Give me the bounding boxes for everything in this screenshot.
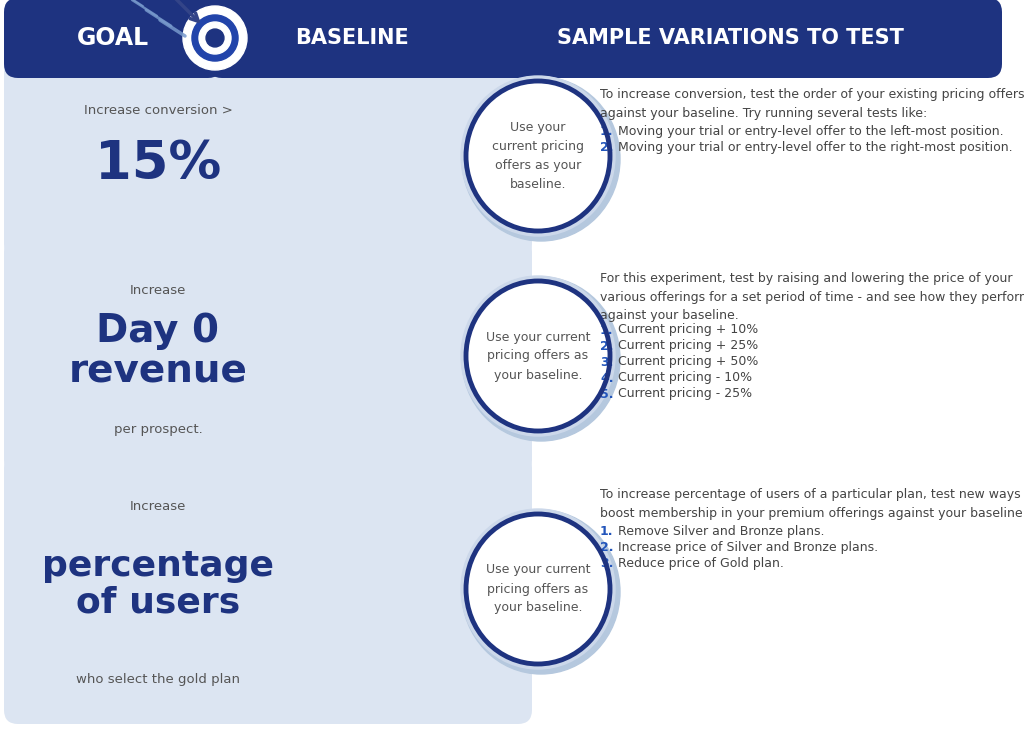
Text: 1.: 1. xyxy=(600,125,613,138)
Text: BASELINE: BASELINE xyxy=(295,28,409,48)
Text: Remove Silver and Bronze plans.: Remove Silver and Bronze plans. xyxy=(618,525,824,538)
Text: Increase: Increase xyxy=(130,499,186,512)
Ellipse shape xyxy=(462,510,620,674)
Text: Current pricing + 25%: Current pricing + 25% xyxy=(618,340,758,353)
Circle shape xyxy=(206,29,224,47)
Text: Increase: Increase xyxy=(130,283,186,296)
Text: SAMPLE VARIATIONS TO TEST: SAMPLE VARIATIONS TO TEST xyxy=(557,28,903,48)
Ellipse shape xyxy=(461,76,615,236)
Text: Current pricing + 10%: Current pricing + 10% xyxy=(618,324,758,337)
Polygon shape xyxy=(468,482,548,696)
Polygon shape xyxy=(468,266,548,446)
Ellipse shape xyxy=(466,514,610,664)
FancyBboxPatch shape xyxy=(4,54,532,258)
Text: Use your current
pricing offers as
your baseline.: Use your current pricing offers as your … xyxy=(485,331,590,381)
Text: Moving your trial or entry-level offer to the right-most position.: Moving your trial or entry-level offer t… xyxy=(618,141,1013,154)
Circle shape xyxy=(183,6,247,70)
Text: Use your
current pricing
offers as your
baseline.: Use your current pricing offers as your … xyxy=(492,121,584,191)
Text: per prospect.: per prospect. xyxy=(114,424,203,436)
Text: Current pricing + 50%: Current pricing + 50% xyxy=(618,356,759,368)
Text: Increase conversion >: Increase conversion > xyxy=(84,103,232,116)
Text: Reduce price of Gold plan.: Reduce price of Gold plan. xyxy=(618,557,784,570)
Ellipse shape xyxy=(461,276,615,436)
Text: 3.: 3. xyxy=(600,557,613,570)
Ellipse shape xyxy=(466,281,610,431)
Text: Day 0
revenue: Day 0 revenue xyxy=(69,312,248,390)
Ellipse shape xyxy=(462,277,620,441)
Text: 5.: 5. xyxy=(600,387,613,400)
Text: 2.: 2. xyxy=(600,541,613,554)
Text: Current pricing - 10%: Current pricing - 10% xyxy=(618,372,752,384)
Text: Current pricing - 25%: Current pricing - 25% xyxy=(618,387,752,400)
Text: 1.: 1. xyxy=(600,525,613,538)
Text: Increase price of Silver and Bronze plans.: Increase price of Silver and Bronze plan… xyxy=(618,541,879,554)
FancyBboxPatch shape xyxy=(208,0,1002,78)
Text: 2.: 2. xyxy=(600,141,613,154)
FancyBboxPatch shape xyxy=(4,0,222,78)
Polygon shape xyxy=(468,82,548,230)
Text: To increase percentage of users of a particular plan, test new ways to
boost mem: To increase percentage of users of a par… xyxy=(600,488,1024,520)
Circle shape xyxy=(179,2,251,74)
Text: For this experiment, test by raising and lowering the price of your
various offe: For this experiment, test by raising and… xyxy=(600,272,1024,322)
Ellipse shape xyxy=(462,77,620,241)
Text: GOAL: GOAL xyxy=(77,26,150,50)
Circle shape xyxy=(199,22,231,54)
Ellipse shape xyxy=(461,509,615,669)
Ellipse shape xyxy=(466,81,610,231)
Text: 1.: 1. xyxy=(600,324,613,337)
Text: To increase conversion, test the order of your existing pricing offers
against y: To increase conversion, test the order o… xyxy=(600,88,1024,119)
Text: 2.: 2. xyxy=(600,340,613,353)
Text: 3.: 3. xyxy=(600,356,613,368)
Text: who select the gold plan: who select the gold plan xyxy=(76,673,240,687)
Text: 4.: 4. xyxy=(600,372,613,384)
FancyBboxPatch shape xyxy=(4,238,532,474)
Text: Use your current
pricing offers as
your baseline.: Use your current pricing offers as your … xyxy=(485,564,590,614)
Text: 15%: 15% xyxy=(95,138,221,190)
Circle shape xyxy=(191,15,238,61)
Text: Moving your trial or entry-level offer to the left-most position.: Moving your trial or entry-level offer t… xyxy=(618,125,1004,138)
FancyBboxPatch shape xyxy=(4,454,532,724)
Text: percentage
of users: percentage of users xyxy=(42,549,274,619)
